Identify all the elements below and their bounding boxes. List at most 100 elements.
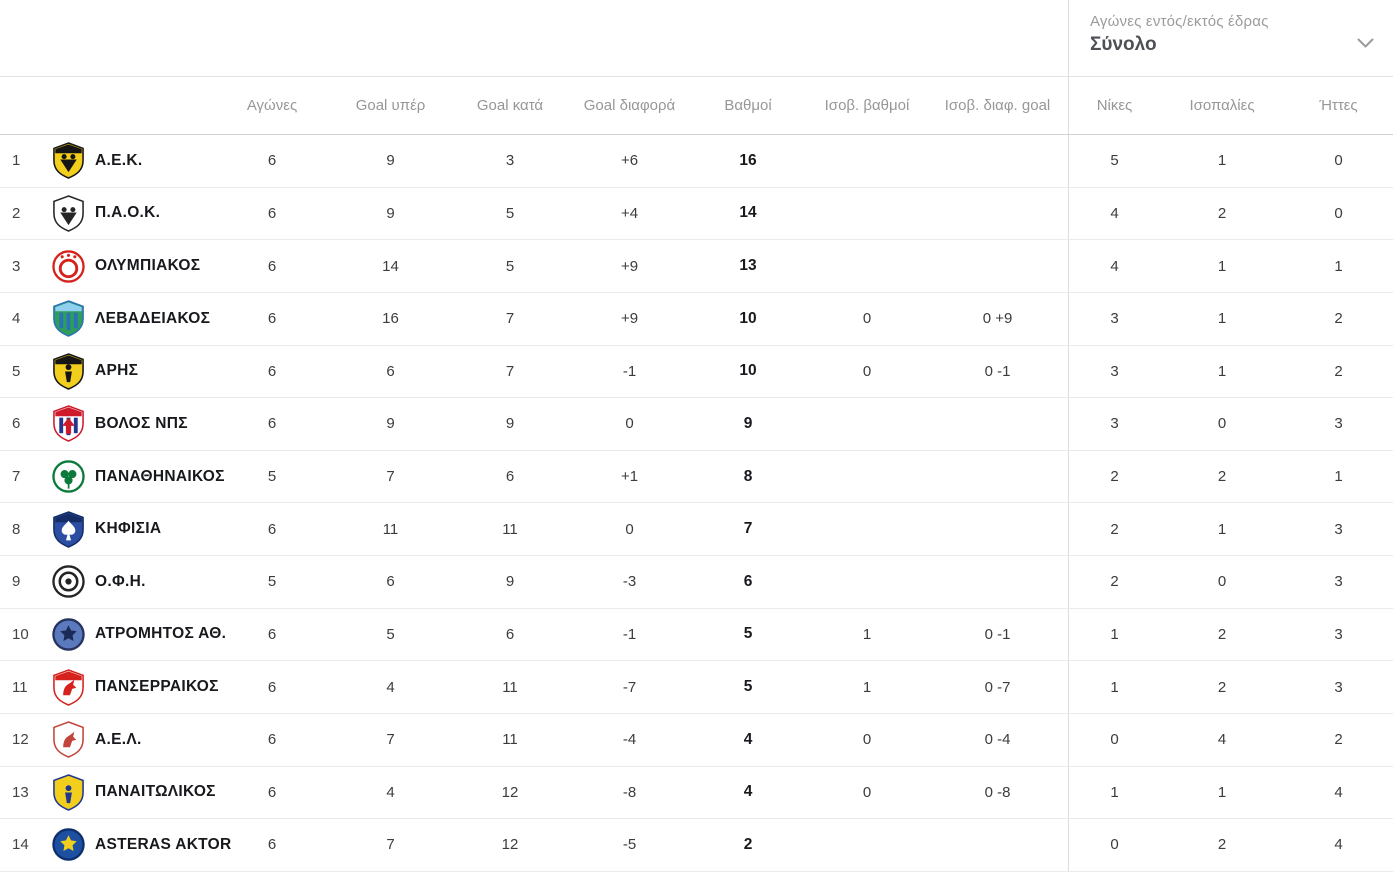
header-goal-diff: Goal διαφορά [583, 97, 676, 114]
team-name: ASTERAS AKTOR [95, 835, 232, 853]
header-losses: Ήττες [1319, 97, 1358, 114]
points: 10 [739, 362, 757, 380]
goals-for: 9 [386, 204, 395, 222]
team-row: 2 Π.Α.Ο.Κ. 6 9 5 +4 14 4 2 0 [0, 187, 1393, 241]
losses: 0 [1334, 152, 1343, 170]
wins: 5 [1068, 135, 1160, 187]
team-name: ΠΑΝΣΕΡΡΑΙΚΟΣ [95, 678, 219, 696]
team-row: 10 ΑΤΡΟΜΗΤΟΣ ΑΘ. 6 5 6 -1 5 1 0 -1 1 2 3 [0, 608, 1393, 662]
games-played: 6 [267, 783, 277, 801]
points: 4 [743, 783, 753, 801]
losses: 3 [1334, 415, 1343, 433]
position-number: 13 [12, 783, 29, 801]
goals-against: 6 [505, 468, 515, 486]
games-played: 6 [267, 678, 277, 696]
tiebreak-goal-diff [927, 135, 1068, 187]
points: 7 [743, 520, 753, 538]
draws: 1 [1217, 310, 1227, 328]
goals-for: 4 [386, 783, 395, 801]
team-logo-icon [42, 556, 95, 608]
team-row: 3 ΟΛΥΜΠΙΑΚΟΣ 6 14 5 +9 13 4 1 1 [0, 240, 1393, 293]
tiebreak-goal-diff [927, 240, 1068, 292]
team-name: Π.Α.Ο.Κ. [95, 204, 161, 222]
tiebreak-points: 1 [862, 625, 872, 643]
goals-against: 9 [505, 415, 515, 433]
games-played: 6 [267, 836, 277, 854]
goals-for: 14 [382, 257, 399, 275]
games-played: 6 [267, 625, 277, 643]
goal-difference: +9 [620, 257, 639, 275]
team-row: 4 ΛΕΒΑΔΕΙΑΚΟΣ 6 16 7 +9 10 0 0 +9 3 1 2 [0, 292, 1393, 346]
points: 5 [743, 625, 753, 643]
points: 6 [743, 572, 753, 590]
wins: 2 [1068, 503, 1160, 555]
team-name: ΠΑΝΑΘΗΝΑΙΚΟΣ [95, 467, 225, 485]
filter-label: Αγώνες εντός/εκτός έδρας [1090, 13, 1269, 30]
goals-against: 9 [505, 573, 515, 591]
team-logo-icon [42, 819, 95, 871]
table-header: Αγώνες Goal υπέρ Goal κατά Goal διαφορά … [0, 77, 1393, 135]
tiebreak-goal-diff: 0 -7 [984, 678, 1011, 696]
tiebreak-goal-diff [927, 503, 1068, 555]
draws: 1 [1217, 152, 1227, 170]
header-goals-against: Goal κατά [476, 97, 544, 114]
draws: 0 [1217, 415, 1227, 433]
goal-difference: 0 [625, 520, 634, 538]
goals-against: 6 [505, 625, 515, 643]
team-row: 6 ΒΟΛΟΣ ΝΠΣ 6 9 9 0 9 3 0 3 [0, 398, 1393, 451]
goals-against: 11 [502, 731, 518, 749]
position-number: 8 [12, 520, 21, 538]
losses: 2 [1334, 310, 1343, 328]
team-name: ΟΛΥΜΠΙΑΚΟΣ [95, 257, 201, 275]
points: 10 [739, 309, 757, 327]
goals-for: 11 [382, 520, 399, 538]
goals-against: 11 [502, 520, 518, 538]
goal-difference: -1 [622, 625, 637, 643]
tiebreak-goal-diff: 0 -4 [984, 731, 1011, 749]
tiebreak-goal-diff: 0 +9 [982, 310, 1013, 328]
points: 8 [743, 467, 753, 485]
points: 9 [743, 414, 753, 432]
tiebreak-points: 0 [862, 362, 872, 380]
goal-difference: -5 [622, 836, 637, 854]
team-row: 12 Α.Ε.Λ. 6 7 11 -4 4 0 0 -4 0 4 2 [0, 713, 1393, 767]
position-number: 9 [12, 573, 21, 591]
tiebreak-points: 0 [862, 310, 872, 328]
tiebreak-goal-diff: 0 -8 [984, 783, 1011, 801]
draws: 2 [1217, 678, 1227, 696]
position-number: 11 [12, 678, 28, 696]
losses: 2 [1334, 362, 1343, 380]
points: 13 [739, 257, 757, 275]
header-draws: Ισοπαλίες [1189, 97, 1255, 114]
home-away-filter-dropdown[interactable]: Αγώνες εντός/εκτός έδρας Σύνολο [1068, 0, 1393, 76]
draws: 2 [1217, 836, 1227, 854]
team-row: 1 Α.Ε.Κ. 6 9 3 +6 16 5 1 0 [0, 135, 1393, 188]
team-logo-icon [42, 661, 95, 713]
position-number: 5 [12, 362, 21, 380]
points: 2 [743, 835, 753, 853]
points: 5 [743, 678, 753, 696]
goals-for: 9 [386, 415, 395, 433]
tiebreak-goal-diff: 0 -1 [984, 625, 1011, 643]
goals-against: 12 [501, 783, 519, 801]
team-name: ΑΤΡΟΜΗΤΟΣ ΑΘ. [95, 625, 227, 643]
wins: 3 [1068, 345, 1160, 398]
games-played: 6 [267, 310, 277, 328]
team-name: ΒΟΛΟΣ ΝΠΣ [95, 414, 188, 432]
losses: 1 [1334, 257, 1343, 275]
topbar: Αγώνες εντός/εκτός έδρας Σύνολο [0, 0, 1393, 77]
losses: 4 [1334, 783, 1343, 801]
team-logo-icon [42, 135, 95, 187]
goals-against: 7 [505, 362, 515, 380]
position-number: 10 [12, 625, 29, 643]
games-played: 6 [267, 152, 277, 170]
goals-for: 7 [386, 836, 395, 854]
goal-difference: -8 [622, 783, 637, 801]
team-logo-icon [42, 451, 95, 503]
wins: 4 [1068, 240, 1160, 292]
losses: 3 [1334, 625, 1343, 643]
wins: 4 [1068, 187, 1160, 240]
tiebreak-points: 1 [862, 678, 872, 696]
tiebreak-goal-diff: 0 -1 [984, 362, 1011, 380]
